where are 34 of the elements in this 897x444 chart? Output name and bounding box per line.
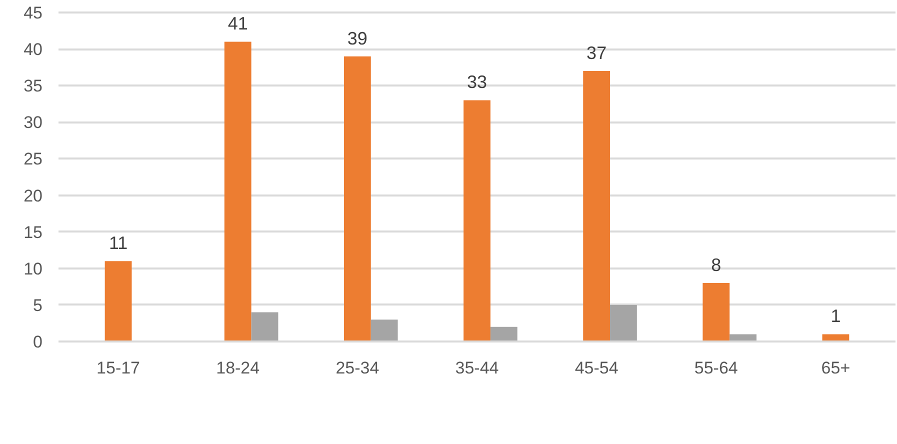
bar xyxy=(490,326,518,342)
data-label: 41 xyxy=(228,14,248,34)
y-tick-label: 40 xyxy=(24,40,43,60)
bar xyxy=(370,320,398,342)
x-tick-label: 65+ xyxy=(821,358,850,378)
y-tick-label: 30 xyxy=(24,113,43,132)
y-tick-label: 25 xyxy=(24,150,43,169)
x-tick-label: 15-17 xyxy=(96,358,140,378)
x-tick-label: 25-34 xyxy=(336,358,380,378)
y-tick-label: 45 xyxy=(24,4,43,22)
bar xyxy=(251,312,278,342)
data-label: 1 xyxy=(830,306,841,326)
bar xyxy=(224,42,252,342)
x-tick-label: 18-24 xyxy=(216,358,260,378)
data-label: 39 xyxy=(347,28,368,48)
data-label: 33 xyxy=(466,72,488,92)
y-tick-label: 15 xyxy=(24,222,43,242)
bar xyxy=(344,56,371,342)
y-tick-label: 0 xyxy=(33,332,43,352)
data-label: 8 xyxy=(711,255,722,276)
data-label: 37 xyxy=(586,42,607,63)
bar xyxy=(464,100,490,342)
x-tick-label: 55-64 xyxy=(694,358,738,378)
data-label: 11 xyxy=(108,233,128,254)
bar xyxy=(583,70,610,342)
x-tick-label: 45-54 xyxy=(574,358,618,378)
y-tick-label: 20 xyxy=(24,186,43,206)
y-tick-label: 35 xyxy=(24,76,43,96)
bar xyxy=(702,283,730,342)
y-tick-label: 10 xyxy=(24,259,43,278)
bar xyxy=(104,261,132,342)
bar xyxy=(610,304,637,342)
y-tick-label: 5 xyxy=(33,296,43,315)
x-tick-label: 35-44 xyxy=(455,358,499,378)
